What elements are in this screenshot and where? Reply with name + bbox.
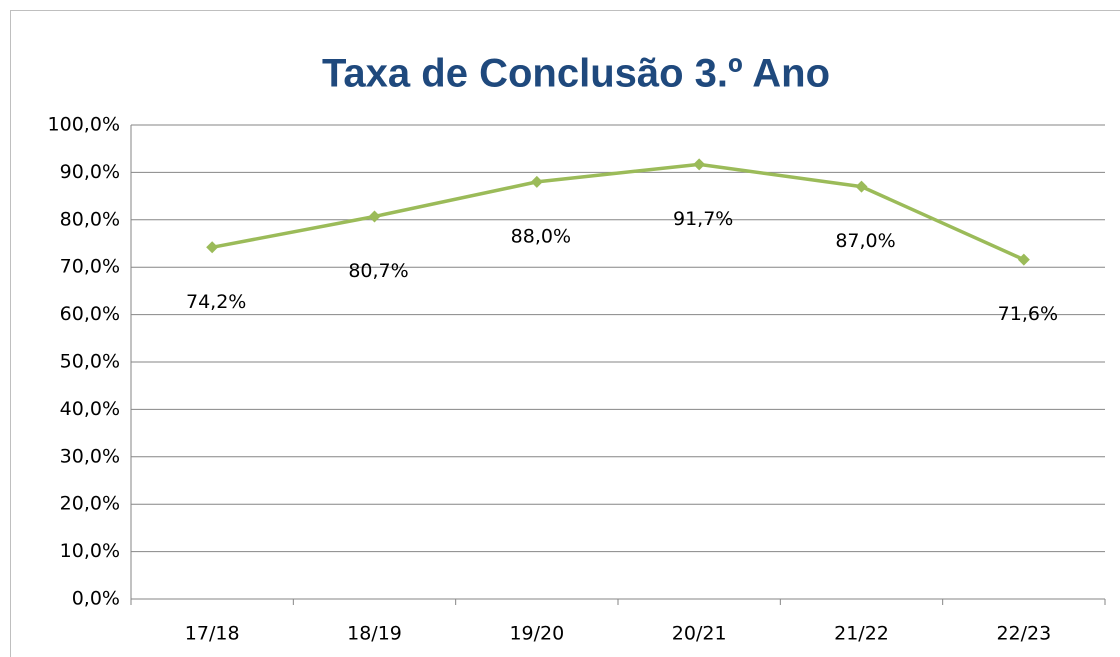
x-tick-label: 17/18 [185, 623, 240, 645]
data-label: 80,7% [348, 260, 408, 282]
data-point [1017, 253, 1030, 266]
y-tick-label: 80,0% [60, 208, 120, 230]
data-point [855, 180, 868, 193]
data-label: 71,6% [998, 303, 1058, 325]
y-tick-label: 90,0% [60, 161, 120, 183]
y-tick-label: 20,0% [60, 493, 120, 515]
chart-title: Taxa de Conclusão 3.º Ano [322, 52, 830, 96]
x-tick-label: 22/23 [996, 623, 1051, 645]
y-tick-label: 50,0% [60, 351, 120, 373]
data-label: 91,7% [673, 208, 733, 230]
y-tick-label: 60,0% [60, 303, 120, 325]
y-tick-label: 10,0% [60, 540, 120, 562]
y-tick-label: 70,0% [60, 256, 120, 278]
series-line [211, 162, 1025, 262]
y-tick-label: 30,0% [60, 445, 120, 467]
y-tick-label: 0,0% [72, 588, 120, 610]
data-point [368, 210, 381, 223]
y-tick-label: 100,0% [48, 114, 120, 136]
y-tick-label: 40,0% [60, 398, 120, 420]
x-tick-label: 20/21 [672, 623, 727, 645]
data-point [530, 175, 543, 188]
x-tick-label: 21/22 [834, 623, 889, 645]
data-label: 88,0% [511, 225, 571, 247]
data-label: 74,2% [186, 291, 246, 313]
chart-frame [10, 10, 1120, 657]
data-point [206, 241, 219, 254]
x-tick-label: 19/20 [509, 623, 564, 645]
data-point [693, 158, 706, 171]
x-tick-label: 18/19 [347, 623, 402, 645]
data-label: 87,0% [835, 230, 895, 252]
